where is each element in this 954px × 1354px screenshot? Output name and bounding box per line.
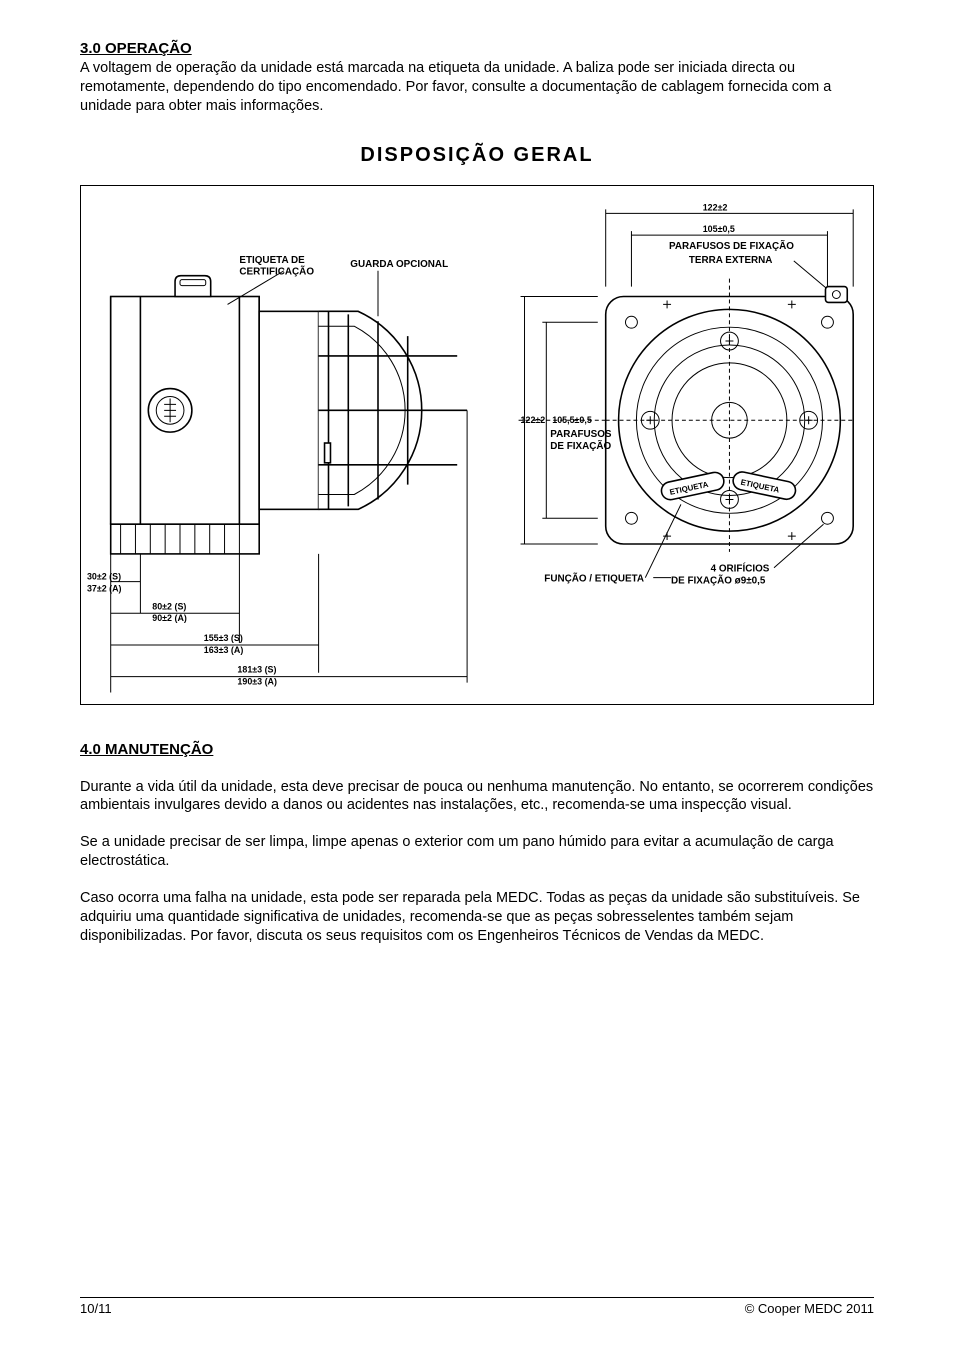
footer-page-number: 10/11 xyxy=(80,1301,112,1316)
section4-p3: Caso ocorra uma falha na unidade, esta p… xyxy=(80,889,874,946)
dim-80: 80±2 (S) xyxy=(152,601,186,611)
section3-heading: 3.0 OPERAÇÃO xyxy=(80,40,874,57)
dim-1055-left: 105,5±0,5 xyxy=(552,415,592,425)
dim-163: 163±3 (A) xyxy=(204,644,244,654)
section4-heading: 4.0 MANUTENÇÃO xyxy=(80,741,874,758)
dim-190: 190±3 (A) xyxy=(237,676,277,686)
diagram-container: ETIQUETA DE CERTIFICAÇÃO GUARDA OPCIONAL… xyxy=(80,185,874,705)
label-terra-externa: TERRA EXTERNA xyxy=(689,254,773,265)
footer-copyright: © Cooper MEDC 2011 xyxy=(745,1301,874,1316)
section4-p2: Se a unidade precisar de ser limpa, limp… xyxy=(80,833,874,871)
side-view: ETIQUETA DE CERTIFICAÇÃO GUARDA OPCIONAL… xyxy=(87,254,467,692)
label-parafusos-l2: DE FIXAÇÃO xyxy=(550,440,611,451)
label-etiqueta-cert-l2: CERTIFICAÇÃO xyxy=(239,266,314,277)
label-parafusos-fix-top: PARAFUSOS DE FIXAÇÃO xyxy=(669,241,794,252)
dim-90: 90±2 (A) xyxy=(152,613,187,623)
dim-181: 181±3 (S) xyxy=(237,664,276,674)
section4-p1: Durante a vida útil da unidade, esta dev… xyxy=(80,778,874,816)
dim-155: 155±3 (S) xyxy=(204,633,243,643)
technical-diagram: ETIQUETA DE CERTIFICAÇÃO GUARDA OPCIONAL… xyxy=(81,186,873,704)
dim-122-left: 122±2 xyxy=(521,415,546,425)
label-guarda-opcional: GUARDA OPCIONAL xyxy=(350,258,448,269)
label-funcao-etiqueta: FUNÇÃO / ETIQUETA xyxy=(544,573,644,584)
label-orificios-l2: DE FIXAÇÃO ø9±0,5 xyxy=(671,575,766,586)
front-view: ETIQUETA ETIQUETA 122±2 105±0,5 PARAFUSO… xyxy=(519,202,854,586)
label-etiqueta-cert-l1: ETIQUETA DE xyxy=(239,254,305,265)
page-footer: 10/11 © Cooper MEDC 2011 xyxy=(80,1297,874,1316)
dim-122-top: 122±2 xyxy=(703,202,728,212)
dim-30: 30±2 (S) xyxy=(87,571,121,581)
label-orificios-l1: 4 ORIFÍCIOS xyxy=(711,563,770,574)
dim-105-top: 105±0,5 xyxy=(703,224,735,234)
section3-body: A voltagem de operação da unidade está m… xyxy=(80,59,874,116)
dim-37: 37±2 (A) xyxy=(87,583,122,593)
label-parafusos-l1: PARAFUSOS xyxy=(550,429,612,440)
main-title: DISPOSIÇÃO GERAL xyxy=(80,144,874,167)
